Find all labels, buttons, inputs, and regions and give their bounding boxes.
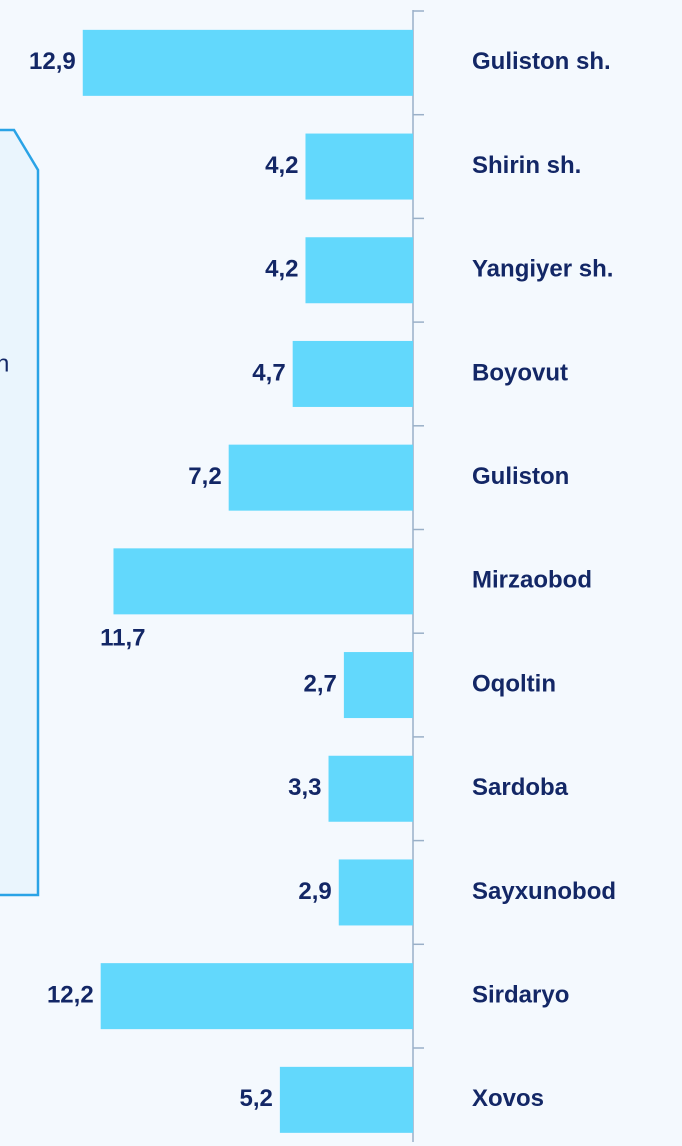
value-label: 12,2	[47, 981, 94, 1008]
bar	[279, 1066, 413, 1133]
value-label: 2,9	[298, 878, 331, 905]
bar	[100, 963, 414, 1030]
category-label: Yangiyer sh.	[472, 256, 613, 283]
category-label: Xovos	[472, 1085, 544, 1112]
value-label: 2,7	[304, 670, 337, 697]
value-label: 11,7	[100, 625, 145, 652]
category-label: Oqoltin	[472, 670, 556, 697]
category-label: Sayxunobod	[472, 878, 616, 905]
bar	[228, 444, 413, 511]
bar	[328, 755, 413, 822]
bar	[305, 133, 413, 200]
value-label: 4,2	[265, 256, 298, 283]
category-label: Sirdaryo	[472, 981, 569, 1008]
panel-text: n	[0, 350, 9, 377]
value-label: 12,9	[29, 48, 76, 75]
side-panel	[0, 128, 40, 897]
category-label: Mirzaobod	[472, 567, 592, 594]
value-label: 5,2	[240, 1085, 273, 1112]
category-label: Guliston sh.	[472, 48, 611, 75]
category-label: Boyovut	[472, 359, 568, 386]
value-label: 7,2	[188, 463, 221, 490]
bar	[292, 340, 413, 407]
category-label: Shirin sh.	[472, 152, 581, 179]
value-label: 4,2	[265, 152, 298, 179]
bar	[338, 859, 413, 926]
bar	[305, 237, 413, 304]
bar	[343, 652, 413, 719]
category-label: Guliston	[472, 463, 569, 490]
value-label: 3,3	[288, 774, 321, 801]
bar	[113, 548, 413, 615]
category-label: Sardoba	[472, 774, 569, 801]
value-label: 4,7	[252, 359, 285, 386]
bar	[82, 29, 413, 96]
